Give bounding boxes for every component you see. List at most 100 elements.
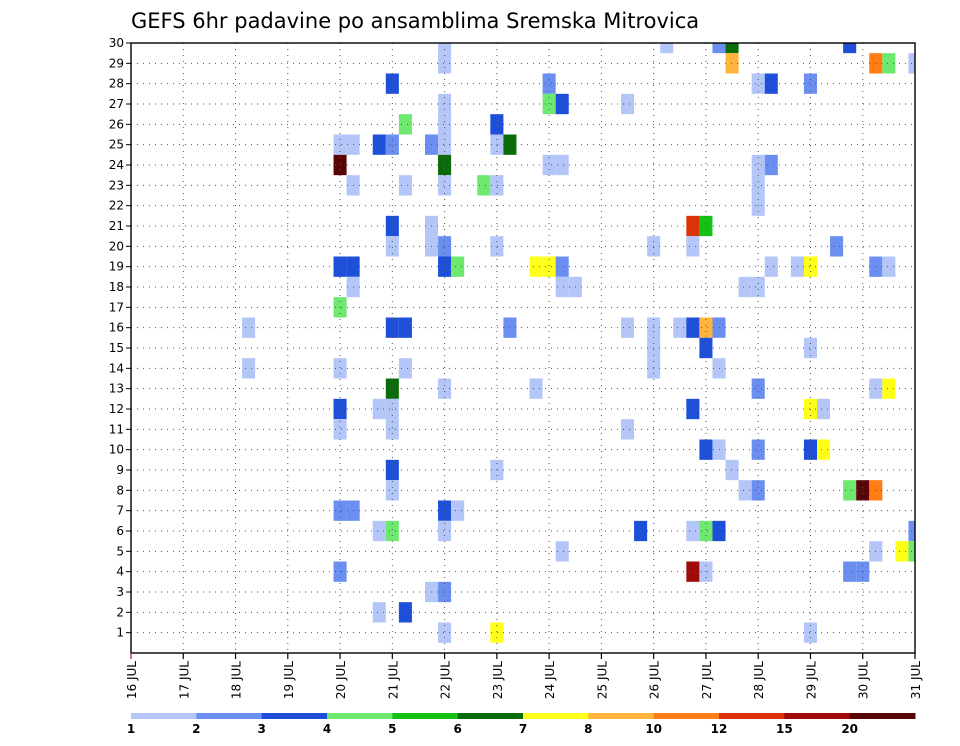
y-axis: 1234567891011121314151617181920212223242… (109, 36, 131, 640)
precip-cell (385, 378, 399, 399)
precip-cell (764, 73, 778, 94)
precip-cell (555, 154, 569, 176)
precip-cell (856, 480, 870, 501)
x-tick-label: 21 JUL (386, 661, 400, 699)
precip-cell (699, 520, 713, 542)
legend-swatch (392, 713, 459, 719)
legend-swatch (457, 713, 524, 719)
precip-cell (490, 236, 504, 257)
precip-cell (751, 378, 765, 399)
y-tick-label: 19 (109, 260, 124, 274)
x-tick-label: 30 JUL (857, 661, 871, 699)
y-tick-label: 8 (116, 483, 124, 497)
precip-cell (699, 439, 713, 460)
precip-cell (372, 520, 386, 542)
precip-cell (333, 358, 347, 379)
precip-cell (843, 43, 857, 54)
y-tick-label: 11 (109, 422, 124, 436)
legend-label: 4 (323, 722, 331, 736)
x-tick-label: 22 JUL (439, 661, 453, 699)
x-tick-label: 23 JUL (491, 661, 505, 699)
precip-cell (242, 358, 256, 379)
x-tick-label: 31 JUL (909, 661, 923, 699)
color-legend: 1 2 3 4 5 6 7 8 10 12 15 20 (127, 713, 916, 736)
x-tick-label: 20 JUL (334, 661, 348, 699)
precip-cell (555, 256, 569, 277)
y-tick-label: 17 (109, 300, 124, 314)
precip-cell (699, 337, 713, 359)
legend-label: 5 (388, 722, 396, 736)
legend-swatch (653, 713, 720, 719)
x-tick-label: 26 JUL (648, 661, 662, 699)
legend-label: 12 (711, 722, 728, 736)
x-tick-label: 29 JUL (804, 661, 818, 699)
precip-cell (817, 439, 831, 460)
precip-cell (621, 419, 635, 440)
precip-cell (438, 256, 452, 277)
legend-label: 7 (519, 722, 527, 736)
x-tick-label: 24 JUL (543, 661, 557, 699)
legend-label: 2 (192, 722, 200, 736)
x-tick-label: 25 JUL (595, 661, 609, 699)
precip-cell (542, 154, 556, 176)
precip-cell (333, 134, 347, 155)
precip-cell (438, 622, 452, 643)
precip-cell (333, 154, 347, 176)
precip-cell (372, 134, 386, 155)
precip-cell (242, 317, 256, 338)
precip-cell (385, 520, 399, 542)
precip-cell (712, 43, 726, 54)
precip-cell (451, 500, 465, 521)
precip-cell (385, 480, 399, 501)
precip-cell (882, 53, 896, 74)
y-tick-label: 16 (109, 321, 124, 335)
precip-cell (803, 256, 817, 277)
legend-label: 6 (453, 722, 461, 736)
precip-cell (477, 175, 491, 196)
precip-cell (686, 520, 700, 542)
precip-cell (686, 398, 700, 420)
y-tick-label: 24 (109, 158, 124, 172)
precip-cell (895, 541, 909, 562)
precip-cell (398, 175, 412, 196)
precip-cell (438, 520, 452, 542)
precip-cell (438, 134, 452, 155)
y-tick-label: 26 (109, 117, 124, 131)
precip-cell (529, 378, 543, 399)
legend-label: 3 (257, 722, 265, 736)
precip-cell (817, 398, 831, 420)
legend-swatch (784, 713, 851, 719)
legend-swatch (131, 713, 197, 719)
x-tick-label: 16 JUL (125, 661, 139, 699)
y-tick-label: 22 (109, 199, 124, 213)
precip-cell (529, 256, 543, 277)
precip-cell (385, 73, 399, 94)
precip-cell (882, 256, 896, 277)
precip-cell (438, 114, 452, 135)
precip-cell (438, 154, 452, 176)
y-tick-label: 18 (109, 280, 124, 294)
precip-cell (398, 114, 412, 135)
precip-cell (803, 73, 817, 94)
precip-cell (725, 53, 739, 74)
precip-cell (542, 73, 556, 94)
precip-cell (634, 520, 648, 542)
y-tick-label: 25 (109, 138, 124, 152)
precip-cell (438, 43, 452, 54)
y-tick-label: 7 (116, 504, 124, 518)
y-tick-label: 9 (116, 463, 124, 477)
y-tick-label: 29 (109, 56, 124, 70)
precip-cell (451, 256, 465, 277)
y-tick-label: 1 (116, 626, 124, 640)
legend-swatch (523, 713, 589, 719)
precip-cell (438, 175, 452, 196)
legend-label: 1 (127, 722, 135, 736)
y-tick-label: 10 (109, 443, 124, 457)
precip-cell (372, 398, 386, 420)
cells-layer (242, 43, 915, 643)
y-tick-label: 20 (109, 239, 124, 253)
precip-cell (385, 236, 399, 257)
y-tick-label: 28 (109, 77, 124, 91)
legend-swatch (849, 713, 916, 719)
